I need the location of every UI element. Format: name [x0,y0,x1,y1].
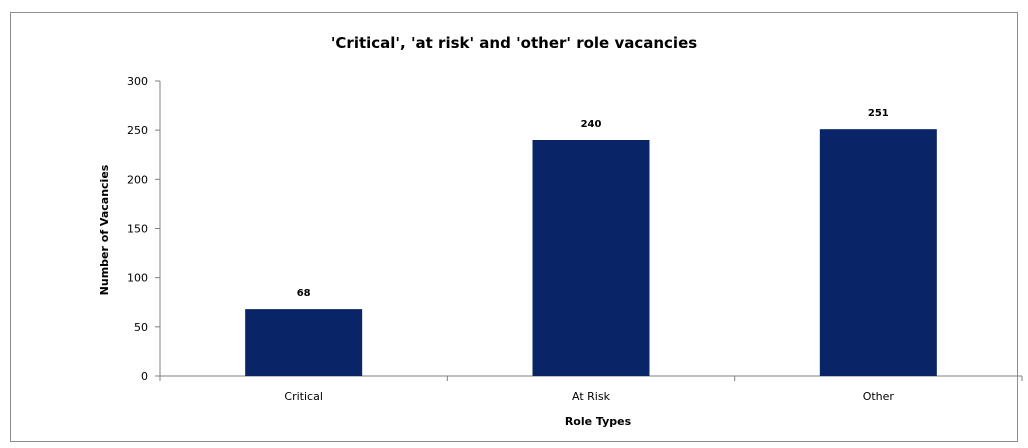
y-tick-label: 100 [127,272,148,285]
data-labels: 68 240 251 [297,108,889,299]
y-tick-label: 300 [127,75,148,88]
x-tick-label: Critical [284,390,322,403]
y-tick-label: 250 [127,124,148,137]
bars [245,129,937,376]
x-tick-label: Other [863,390,895,403]
bar-critical [245,309,363,376]
bar-at-risk [532,140,650,376]
bar-other [819,129,937,376]
y-axis-title: Number of Vacancies [98,164,111,295]
y-tick-label: 200 [127,173,148,186]
y-axis: 0 50 100 150 200 250 300 [127,75,161,383]
data-label: 240 [581,119,602,130]
x-axis: Critical At Risk Other [159,375,1023,403]
data-label: 68 [297,288,311,299]
x-tick-label: At Risk [572,390,611,403]
data-label: 251 [868,108,889,119]
x-axis-title: Role Types [565,415,632,428]
y-tick-label: 150 [127,223,148,236]
y-tick-label: 0 [141,370,148,383]
y-tick-label: 50 [134,321,148,334]
chart-title: 'Critical', 'at risk' and 'other' role v… [330,34,698,52]
